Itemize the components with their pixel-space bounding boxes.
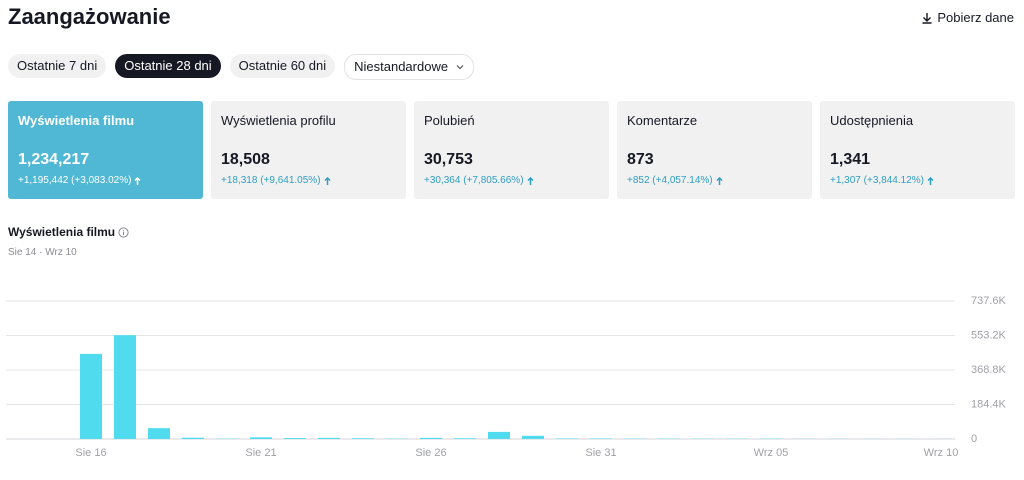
range-tabs: Ostatnie 7 dni Ostatnie 28 dni Ostatnie … [8,54,475,80]
bar [522,435,544,439]
y-tick-label: 553.2K [971,329,1007,341]
card-change: +1,195,442 (+3,083.02%) [18,175,141,186]
change-text: +30,364 (+7,805.66%) [424,175,524,186]
download-label: Pobierz dane [937,10,1014,25]
bar [590,438,612,439]
chart-subtitle: Sie 14 · Wrz 10 [8,247,77,258]
range-dropdown[interactable]: Niestandardowe [344,54,475,80]
x-tick-label: Sie 26 [415,447,446,459]
chart: 0 184.4K 368.8K 553.2K 737.6K Sie 16 Sie 21 Sie… [6,295,1007,459]
y-tick-label: 184.4K [971,398,1007,410]
chevron-icon [456,65,464,70]
metric-card[interactable]: Komentarze 873 +852 (+4,057.14%) [617,101,812,199]
range-tab[interactable]: Ostatnie 7 dni [8,54,107,78]
dropdown-label: Niestandardowe [354,59,449,74]
bar [420,437,442,439]
bar [80,353,102,439]
y-tick-label: 368.8K [971,364,1007,376]
card-label: Udostępnienia [830,113,914,128]
bar [556,438,578,439]
x-tick-label: Wrz 10 [924,447,959,459]
up-arrow [716,176,723,185]
change-text: +1,195,442 (+3,083.02%) [18,175,132,186]
card-value: 1,341 [830,151,871,168]
bar [352,438,374,439]
card-label: Wyświetlenia filmu [18,113,135,128]
range-tab[interactable]: Ostatnie 60 dni [229,54,336,78]
x-tick-label: Sie 31 [585,447,616,459]
x-tick-label: Wrz 05 [754,447,789,459]
up-arrow [324,176,331,185]
card-change: +1,307 (+3,844.12%) [830,175,934,186]
metric-card[interactable]: Polubień 30,753 +30,364 (+7,805.66%) [414,101,609,199]
bar [488,431,510,439]
card-value: 30,753 [424,151,473,168]
download-button[interactable]: Pobierz dane [921,10,1014,25]
bar [114,335,136,439]
change-text: +1,307 (+3,844.12%) [830,175,924,186]
chart-title: Wyświetlenia filmu [8,225,116,239]
bar [182,437,204,439]
bar [454,438,476,439]
download-icon [922,12,932,24]
bar [318,437,340,439]
card-label: Polubień [424,113,475,128]
up-arrow [134,176,141,185]
card-value: 1,234,217 [18,151,90,168]
bar [148,428,170,439]
y-tick-label: 0 [971,433,977,445]
up-arrow [527,176,534,185]
x-tick-label: Sie 21 [245,447,276,459]
change-text: +852 (+4,057.14%) [627,175,713,186]
metric-cards: Wyświetlenia filmu 1,234,217 +1,195,442 (+… [8,101,1015,199]
card-value: 18,508 [221,151,270,168]
up-arrow [927,176,934,185]
card-change: +18,318 (+9,641.05%) [221,175,331,186]
bar [250,437,272,439]
bar [284,438,306,439]
y-tick-label: 737.6K [971,295,1007,307]
x-tick-label: Sie 16 [75,447,106,459]
change-text: +18,318 (+9,641.05%) [221,175,321,186]
metric-card[interactable]: Wyświetlenia profilu 18,508 +18,318 (+9,64… [211,101,406,199]
chart-title-row: Wyświetlenia filmu [8,225,129,239]
card-change: +30,364 (+7,805.66%) [424,175,534,186]
card-value: 873 [627,151,654,168]
card-label: Komentarze [627,113,698,128]
metric-card[interactable]: Udostępnienia 1,341 +1,307 (+3,844.12%) [820,101,1015,199]
range-tab[interactable]: Ostatnie 28 dni [115,54,221,78]
card-change: +852 (+4,057.14%) [627,175,723,186]
metric-card[interactable]: Wyświetlenia filmu 1,234,217 +1,195,442 (+… [8,101,203,199]
card-label: Wyświetlenia profilu [221,113,336,128]
info-icon[interactable] [118,226,129,238]
page-title: Zaangażowanie [8,4,171,29]
